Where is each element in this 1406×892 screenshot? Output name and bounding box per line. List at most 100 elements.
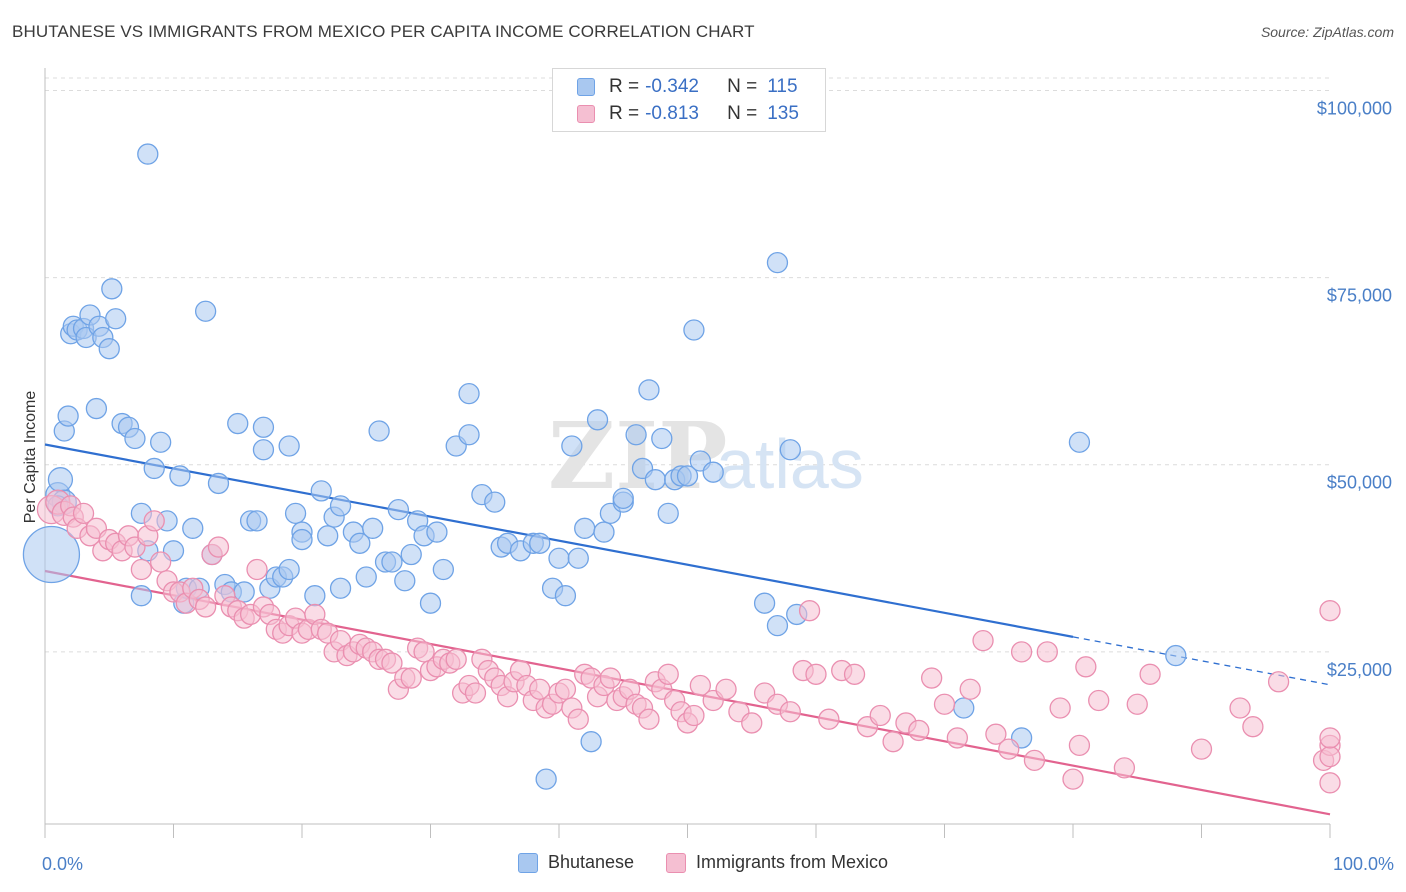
- point-bhutanese: [149, 431, 172, 453]
- point-bhutanese: [252, 439, 275, 461]
- point-bhutanese: [953, 697, 975, 719]
- x-tick-label: 0.0%: [42, 854, 83, 874]
- axis-labels: $25,000 $50,000 $75,000 $100,000 0.0% 100.0% P…: [22, 98, 1394, 874]
- point-bhutanese: [278, 558, 300, 581]
- point-mexico: [843, 663, 866, 685]
- point-mexico: [1023, 749, 1046, 772]
- point-bhutanese: [567, 547, 589, 569]
- axes: [44, 68, 1331, 838]
- y-tick-label: $75,000: [1327, 286, 1392, 306]
- legend-n-label: N =: [727, 76, 758, 97]
- point-mexico: [657, 663, 679, 685]
- point-bhutanese: [554, 585, 577, 607]
- point-bhutanese: [381, 551, 403, 573]
- point-bhutanese: [105, 308, 127, 330]
- source-label: Source: ZipAtlas.com: [1260, 24, 1394, 40]
- point-mexico: [818, 708, 840, 730]
- series-legend-mexico[interactable]: Immigrants from Mexico: [666, 852, 888, 873]
- point-bhutanese: [535, 768, 557, 790]
- point-bhutanese: [458, 382, 480, 405]
- point-mexico: [972, 629, 994, 652]
- point-mexico: [985, 723, 1007, 745]
- point-bhutanese: [586, 409, 609, 431]
- point-mexico: [1062, 768, 1084, 790]
- series-name: Bhutanese: [547, 852, 635, 872]
- point-mexico: [72, 502, 95, 525]
- point-mexico: [1036, 641, 1058, 663]
- point-mexico: [143, 510, 165, 532]
- point-bhutanese: [419, 592, 442, 614]
- point-bhutanese: [22, 525, 81, 584]
- point-mexico: [689, 674, 711, 697]
- point-mexico: [741, 712, 763, 734]
- point-bhutanese: [676, 465, 699, 487]
- point-mexico: [1319, 727, 1341, 749]
- point-bhutanese: [368, 420, 390, 442]
- point-mexico: [869, 704, 891, 727]
- point-bhutanese: [362, 517, 384, 539]
- point-mexico: [413, 641, 435, 663]
- series-swatch-bhutanese: [517, 852, 538, 873]
- series-legend-bhutanese[interactable]: Bhutanese: [517, 852, 635, 873]
- point-bhutanese: [284, 502, 307, 525]
- point-bhutanese: [1165, 644, 1187, 667]
- point-mexico: [908, 719, 930, 742]
- point-bhutanese: [278, 435, 300, 457]
- point-bhutanese: [85, 397, 108, 420]
- point-bhutanese: [580, 731, 602, 753]
- legend-swatch-mexico: [577, 105, 595, 123]
- point-mexico: [998, 738, 1020, 760]
- point-mexico: [1010, 641, 1033, 663]
- point-mexico: [798, 600, 821, 622]
- legend-n-value: 135: [767, 103, 799, 124]
- series-legend: Bhutanese Immigrants from Mexico: [0, 852, 1406, 873]
- point-bhutanese: [98, 338, 120, 360]
- watermark: ZIP atlas: [548, 402, 864, 510]
- legend-n-value: 115: [767, 76, 798, 97]
- point-bhutanese: [246, 510, 268, 532]
- point-bhutanese: [317, 525, 339, 547]
- point-bhutanese: [529, 532, 551, 554]
- point-mexico: [779, 701, 801, 723]
- point-bhutanese: [194, 300, 217, 322]
- point-bhutanese: [57, 405, 79, 427]
- point-bhutanese: [252, 416, 275, 438]
- point-bhutanese: [130, 585, 153, 607]
- point-mexico: [1267, 671, 1290, 693]
- series-swatch-mexico: [666, 852, 687, 873]
- point-mexico: [715, 678, 737, 700]
- point-bhutanese: [593, 521, 615, 543]
- point-bhutanese: [702, 461, 724, 483]
- point-bhutanese: [304, 585, 326, 607]
- point-mexico: [1319, 745, 1341, 768]
- point-mexico: [882, 731, 904, 753]
- series-name: Immigrants from Mexico: [696, 852, 889, 872]
- x-tick-label: 100.0%: [1333, 854, 1394, 874]
- point-bhutanese: [432, 558, 455, 581]
- point-mexico: [683, 704, 705, 727]
- point-bhutanese: [651, 427, 673, 450]
- watermark-atlas: atlas: [716, 425, 864, 503]
- point-mexico: [130, 558, 153, 581]
- point-mexico: [1088, 689, 1110, 712]
- point-mexico: [1319, 600, 1341, 622]
- point-bhutanese: [182, 517, 204, 539]
- point-mexico: [599, 667, 622, 689]
- chart-title: BHUTANESE VS IMMIGRANTS FROM MEXICO PER …: [12, 22, 755, 41]
- y-tick-label: $100,000: [1317, 98, 1392, 118]
- point-mexico: [1075, 656, 1097, 678]
- point-bhutanese: [291, 528, 313, 551]
- point-mexico: [1126, 693, 1148, 715]
- point-bhutanese: [574, 517, 596, 539]
- data-points: [22, 143, 1341, 794]
- point-bhutanese: [683, 319, 705, 341]
- point-bhutanese: [766, 251, 789, 274]
- point-bhutanese: [753, 592, 776, 614]
- legend-r-label: R =: [609, 103, 640, 124]
- point-mexico: [464, 682, 487, 704]
- point-bhutanese: [387, 498, 410, 521]
- trend-line-bhutanese-extension: [1072, 636, 1331, 686]
- legend-r-value: -0.813: [645, 103, 699, 124]
- point-bhutanese: [458, 424, 480, 446]
- y-tick-label: $50,000: [1327, 473, 1392, 493]
